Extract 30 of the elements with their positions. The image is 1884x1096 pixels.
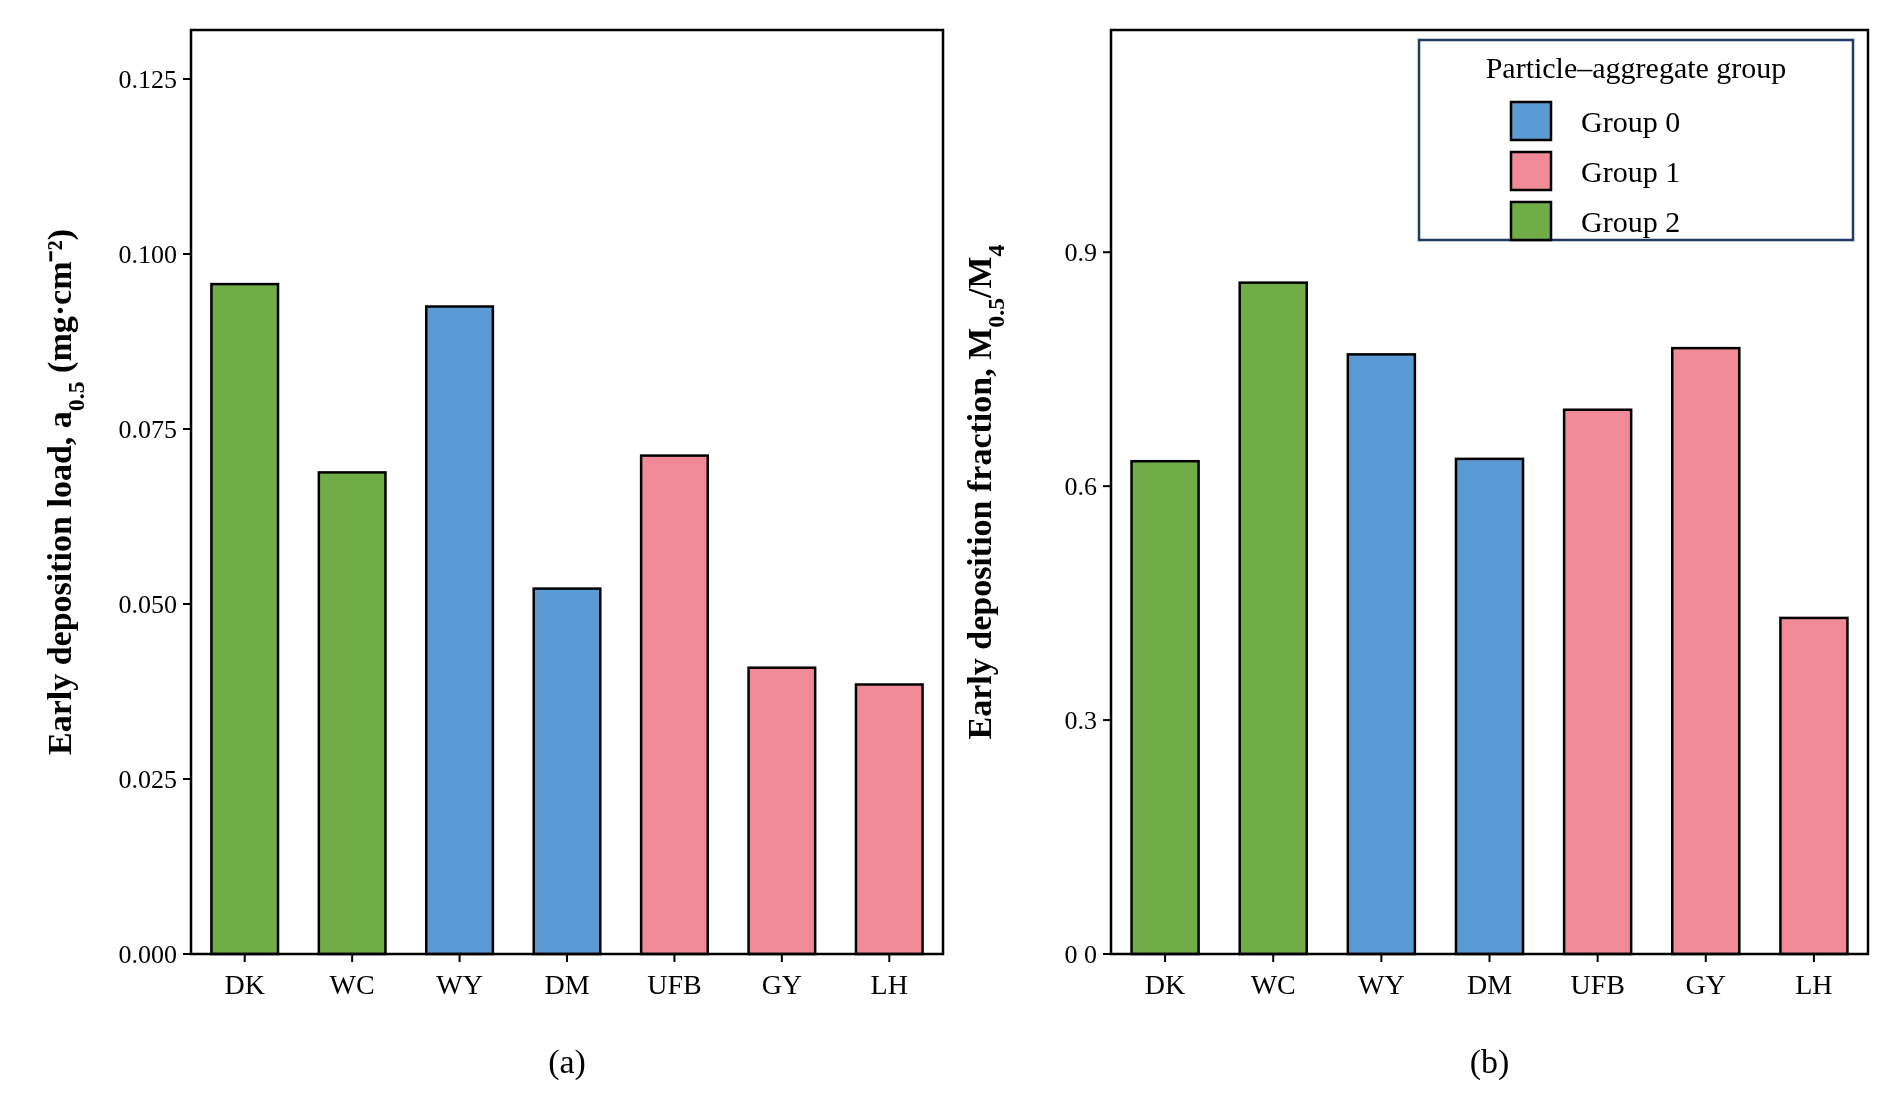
- y-tick-label: 0.9: [1064, 238, 1097, 268]
- x-tick-label: LH: [870, 969, 908, 1000]
- y-tick-label: 0 0: [1064, 940, 1097, 970]
- x-tick-label: UFB: [647, 969, 702, 1000]
- legend-label: Group 2: [1581, 205, 1681, 238]
- x-tick-label: DK: [224, 969, 265, 1000]
- x-tick-label: LH: [1795, 969, 1833, 1000]
- x-tick-label: WY: [436, 969, 483, 1000]
- x-tick-label: WC: [329, 969, 375, 1000]
- legend-label: Group 0: [1581, 105, 1681, 138]
- text: (a): [548, 1043, 586, 1081]
- x-tick-label: DM: [544, 969, 590, 1000]
- x-tick-label: UFB: [1570, 969, 1625, 1000]
- legend-title: Particle–aggregate group: [1485, 51, 1787, 84]
- x-tick-label: WC: [1250, 969, 1296, 1000]
- y-tick-label: 0.3: [1064, 706, 1097, 736]
- x-tick-label: WY: [1358, 969, 1405, 1000]
- y-tick-label: 0.000: [118, 940, 177, 970]
- y-tick-label: 0.050: [118, 590, 177, 620]
- legend-label: Group 1: [1581, 155, 1681, 188]
- y-tick-label: 0.075: [118, 415, 177, 445]
- text: (b): [1469, 1043, 1510, 1081]
- x-tick-label: GY: [761, 969, 803, 1000]
- x-tick-label: DK: [1144, 969, 1186, 1000]
- x-tick-label: DM: [1466, 969, 1513, 1000]
- y-tick-label: 0.025: [118, 765, 177, 795]
- y-tick-label: 0.6: [1064, 472, 1097, 502]
- y-tick-label: 0.100: [118, 240, 177, 270]
- x-tick-label: GY: [1685, 969, 1727, 1000]
- y-tick-label: 0.125: [118, 65, 177, 95]
